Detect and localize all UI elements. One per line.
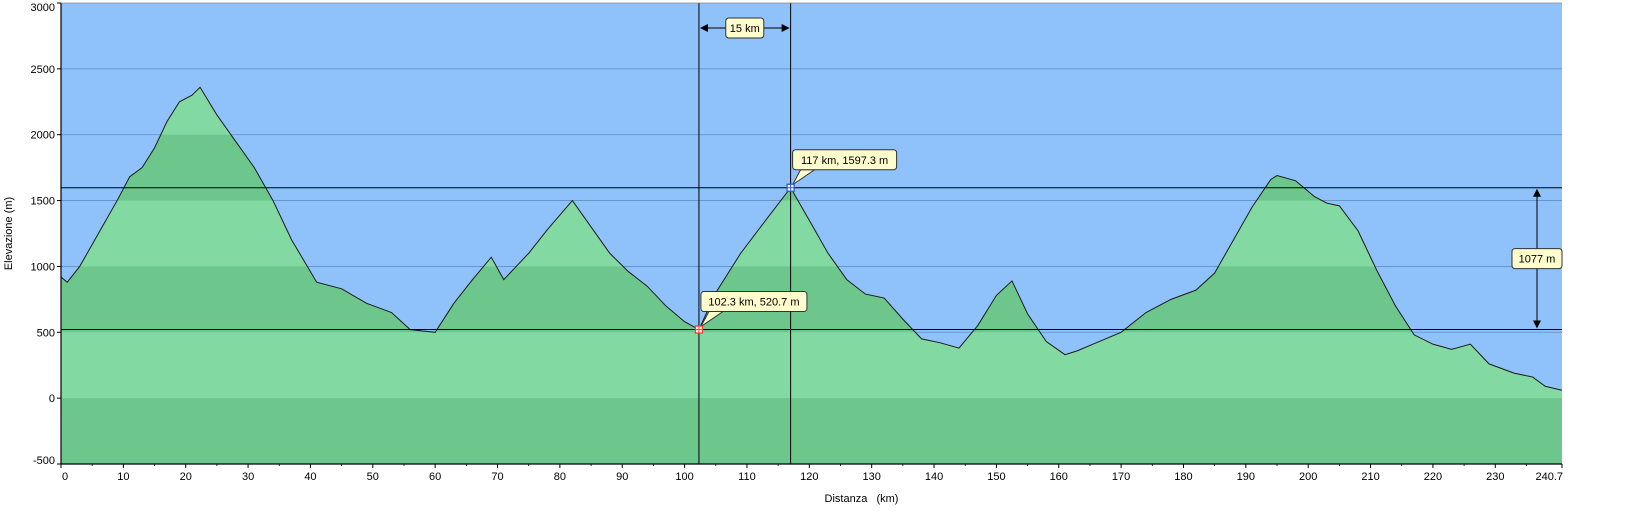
y-tick-label: 1500 xyxy=(31,196,55,208)
y-tick-label: 2000 xyxy=(31,130,55,142)
marker-reference-lines xyxy=(61,3,1562,464)
x-tick-label: 180 xyxy=(1174,471,1192,483)
x-tick-label: 220 xyxy=(1424,471,1442,483)
x-tick-label: 100 xyxy=(675,471,693,483)
x-tick-label: 60 xyxy=(429,471,441,483)
x-tick-label: 90 xyxy=(616,471,628,483)
axes xyxy=(60,2,1562,465)
x-tick-label: 50 xyxy=(367,471,379,483)
callout-label: 102.3 km, 520.7 m xyxy=(708,297,799,309)
callout-box xyxy=(700,291,808,313)
x-tick-label: 190 xyxy=(1237,471,1255,483)
x-tick-label: 240.7 xyxy=(1535,471,1563,483)
elevation-label: 1077 m xyxy=(1519,254,1556,266)
y-tick-label: -500 xyxy=(33,455,55,467)
x-tick-label: 10 xyxy=(117,471,129,483)
distance-arrow-left xyxy=(699,24,708,32)
y-tick-label: 500 xyxy=(37,327,55,339)
x-tick-label: 120 xyxy=(800,471,818,483)
x-tick-label: 140 xyxy=(925,471,943,483)
marker-callout: 102.3 km, 520.7 m xyxy=(700,291,808,327)
callout-box xyxy=(792,149,898,171)
distance-label: 15 km xyxy=(730,23,760,35)
x-tick-label: 170 xyxy=(1112,471,1130,483)
y-tick-label: 3000 xyxy=(31,2,55,14)
x-tick-label: 70 xyxy=(491,471,503,483)
marker-point xyxy=(694,325,704,334)
elevation-arrow-bottom xyxy=(1533,320,1541,329)
markers[interactable]: 102.3 km, 520.7 m 117 km, 1597.3 m xyxy=(694,149,898,334)
y-axis-ticks: -500 0 500 1000 1500 2000 2500 3000 xyxy=(31,2,61,467)
x-tick-label: 130 xyxy=(862,471,880,483)
x-tick-label: 110 xyxy=(738,471,756,483)
elevation-band xyxy=(61,398,1562,464)
x-tick-label: 30 xyxy=(242,471,254,483)
callout-label: 117 km, 1597.3 m xyxy=(801,155,888,167)
y-tick-label: 1000 xyxy=(31,261,55,273)
elevation-line xyxy=(60,86,1563,391)
y-tick-label: 0 xyxy=(49,393,55,405)
distance-arrow-right xyxy=(781,24,790,32)
distance-label-box xyxy=(725,17,765,39)
x-tick-label: 200 xyxy=(1299,471,1317,483)
x-tick-label: 80 xyxy=(554,471,566,483)
elevation-band xyxy=(61,266,1562,333)
marker-point xyxy=(786,183,795,192)
x-tick-label: 20 xyxy=(180,471,192,483)
elevation-arrow-top xyxy=(1533,188,1541,197)
x-axis-title: Distanza (km) xyxy=(825,493,899,505)
x-tick-label: 160 xyxy=(1050,471,1068,483)
x-tick-label: 0 xyxy=(62,471,68,483)
annotations: 15 km 1077 m xyxy=(699,17,1563,329)
y-axis-title: Elevazione (m) xyxy=(3,197,15,270)
x-axis-ticks: 0 10 20 30 40 50 60 70 80 90 100 110 120 130 140 150 160… xyxy=(60,464,1563,483)
elevation-label-box xyxy=(1511,248,1563,270)
x-tick-label: 230 xyxy=(1486,471,1504,483)
y-tick-label: 2500 xyxy=(31,64,55,76)
x-tick-label: 150 xyxy=(987,471,1005,483)
x-tick-label: 210 xyxy=(1361,471,1379,483)
marker-callout: 117 km, 1597.3 m xyxy=(792,149,898,186)
x-tick-label: 40 xyxy=(304,471,316,483)
